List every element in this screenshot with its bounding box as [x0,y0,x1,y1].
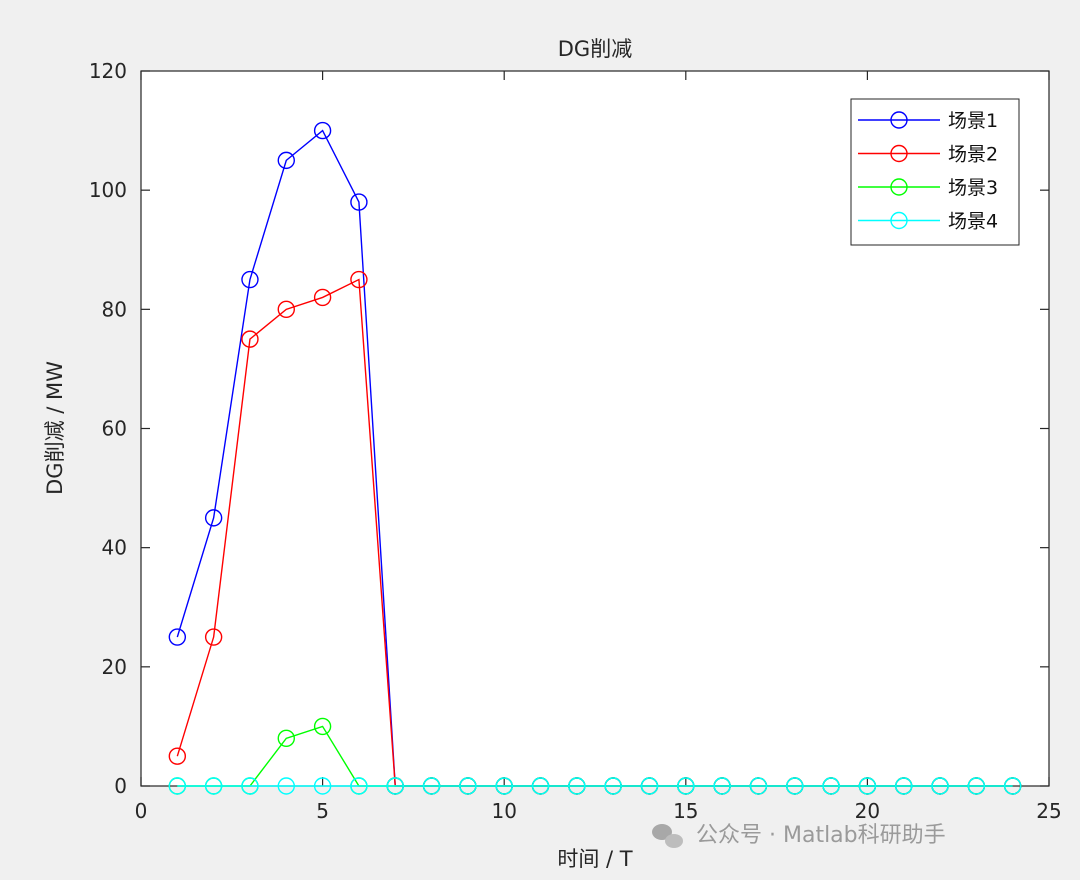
watermark: 公众号 · Matlab科研助手 [652,823,946,848]
wechat-icon [652,824,683,848]
data-point [422,777,441,795]
data-point [204,509,223,527]
x-tick-label: 15 [673,799,698,823]
data-point [749,777,768,795]
data-point [677,777,695,795]
y-tick-label: 60 [102,417,127,441]
data-point [277,151,295,170]
data-point [386,777,404,795]
data-point [350,777,368,795]
legend-marker [890,211,908,230]
x-tick-label: 25 [1036,799,1061,823]
data-point [895,777,913,795]
y-tick-label: 120 [89,59,127,83]
y-tick-label: 20 [102,655,127,679]
data-point [858,777,877,795]
series-layer [168,121,1022,795]
data-point [277,300,295,319]
data-point [168,747,187,765]
legend-item: 场景1 [858,110,998,132]
data-point [204,777,223,795]
data-point [241,270,259,289]
data-point [277,729,295,748]
data-point [459,777,477,795]
data-point [350,270,368,289]
data-point [313,288,332,307]
legend-item: 场景3 [858,177,998,199]
data-point [931,777,949,795]
legend-item: 场景2 [858,144,998,166]
data-point [495,777,513,795]
data-point [1003,777,1022,795]
y-tick-label: 100 [89,178,127,202]
axes: 0 5 10 15 20 25 0 20 40 60 80 100 120 [89,59,1062,823]
data-point [241,777,259,795]
data-point [568,777,586,795]
y-tick-label: 40 [102,536,127,560]
legend: 场景1 场景2 场景3 场景4 [850,98,1020,246]
data-point [531,777,550,795]
x-axis-label: 时间 / T [557,847,632,871]
legend-label: 场景2 [948,144,998,166]
data-point [786,777,804,795]
legend-label: 场景3 [948,177,998,199]
data-point [313,121,332,140]
y-tick-label: 80 [102,297,127,321]
chart-title: DG削减 [558,37,632,61]
data-point [350,193,368,211]
legend-label: 场景1 [948,110,998,132]
x-tick-label: 20 [855,799,880,823]
data-point [313,777,332,795]
data-point [640,777,659,795]
legend-label: 场景4 [948,211,998,233]
data-point [967,777,986,795]
legend-marker [890,144,908,163]
y-axis-label: DG削减 / MW [43,361,67,495]
data-point [168,777,187,795]
data-point [241,330,259,348]
y-tick-label: 0 [114,774,127,798]
x-tick-label: 10 [491,799,516,823]
legend-marker [890,111,908,129]
legend-marker [890,178,908,196]
series-4 [168,777,1022,795]
data-point [604,777,622,795]
data-point [204,628,223,646]
watermark-text: 公众号 · Matlab科研助手 [696,823,946,848]
x-tick-label: 0 [135,799,148,823]
data-point [313,717,332,736]
data-point [822,777,840,795]
data-point [713,777,731,795]
x-tick-label: 5 [316,799,329,823]
data-point [168,628,187,646]
data-point [277,777,295,795]
legend-item: 场景4 [858,211,998,233]
